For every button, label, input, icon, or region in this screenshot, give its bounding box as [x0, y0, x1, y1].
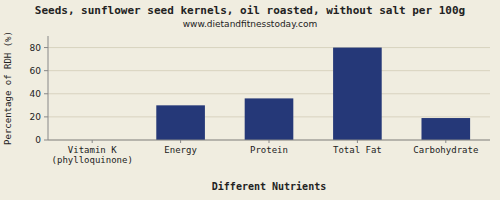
- y-axis: [48, 36, 49, 140]
- y-tick-label: 0: [35, 135, 41, 145]
- y-tick-label: 20: [30, 112, 42, 122]
- y-tick: [44, 47, 48, 48]
- bar: [156, 105, 205, 140]
- subtitle: www.dietandfitnesstoday.com: [183, 19, 318, 29]
- x-ticks: Vitamin K(phylloquinone) Energy Protein Tot…: [52, 140, 479, 165]
- y-tick-label: 40: [30, 89, 42, 99]
- x-tick: [269, 140, 270, 143]
- grid-line: [48, 93, 490, 94]
- grid-line: [48, 47, 490, 48]
- y-ticks: 0 20 40 60 80: [30, 43, 48, 145]
- x-tick: [180, 140, 181, 143]
- y-tick: [44, 70, 48, 71]
- x-tick: [357, 140, 358, 143]
- x-tick-label: Energy: [164, 145, 197, 155]
- x-tick: [92, 140, 93, 143]
- x-tick-label: Vitamin K(phylloquinone): [52, 145, 133, 165]
- x-tick-label: Carbohydrate: [413, 145, 478, 155]
- y-tick: [44, 140, 48, 141]
- bar: [245, 98, 294, 140]
- background: [0, 0, 500, 200]
- bar: [421, 118, 470, 140]
- chart: Seeds, sunflower seed kernels, oil roast…: [0, 0, 500, 200]
- y-tick-label: 60: [30, 66, 42, 76]
- y-tick: [44, 116, 48, 117]
- bars: [156, 48, 470, 140]
- y-tick: [44, 93, 48, 94]
- x-tick-label-line: Vitamin K: [68, 145, 117, 155]
- title: Seeds, sunflower seed kernels, oil roast…: [35, 4, 465, 17]
- y-axis-label: Percentage of RDH (%): [3, 31, 13, 145]
- grid-line: [48, 70, 490, 71]
- x-tick-label: Protein: [250, 145, 288, 155]
- y-tick-label: 80: [30, 43, 42, 53]
- x-tick: [445, 140, 446, 143]
- x-tick-label: Total Fat: [333, 145, 382, 155]
- bar: [333, 48, 382, 140]
- x-tick-label-line: (phylloquinone): [52, 155, 133, 165]
- x-axis-label: Different Nutrients: [212, 181, 326, 192]
- grid: [48, 48, 490, 140]
